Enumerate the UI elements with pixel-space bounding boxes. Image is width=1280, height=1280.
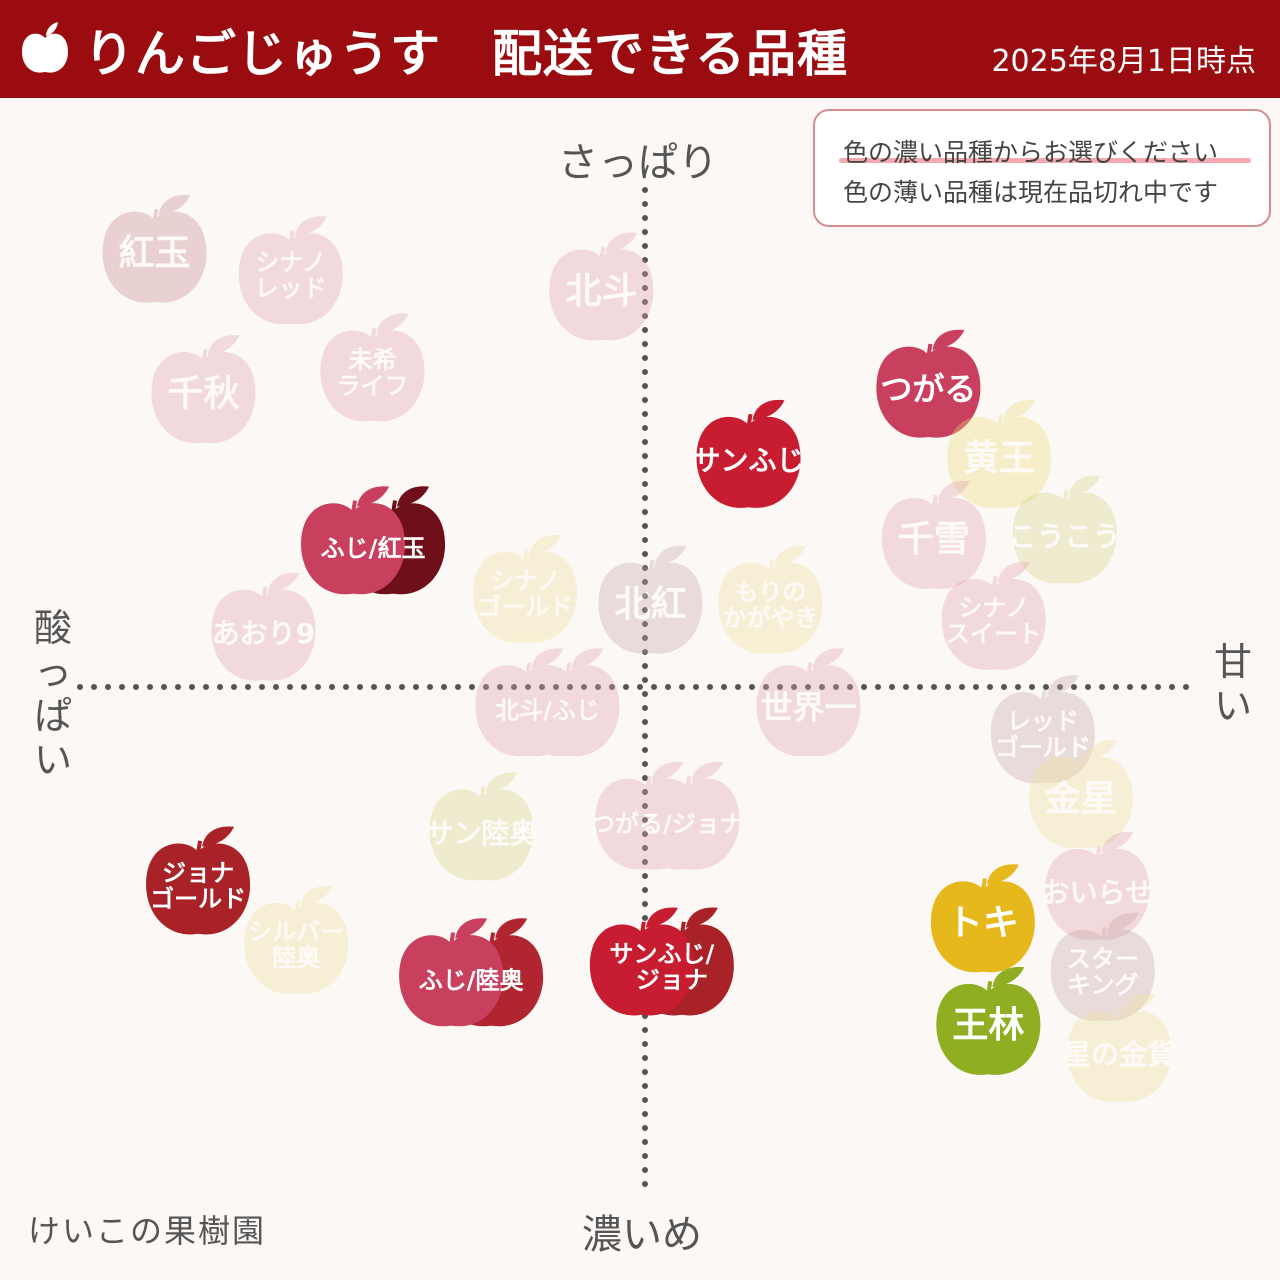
apple-label: 王林 xyxy=(952,1005,1024,1046)
apple-label: シナノゴールド xyxy=(477,567,573,621)
apple-point-サンふじ-ジョナ: サンふじ/ジョナ xyxy=(589,907,734,1016)
apple-point-ふじ-陸奥: ふじ/陸奥 xyxy=(399,918,544,1027)
apple-point-もりのかがやき: もりのかがやき xyxy=(718,545,823,654)
apple-label: 千秋 xyxy=(168,373,240,414)
apple-point-つがる-ジョナ: つがる/ジョナ xyxy=(591,761,744,870)
apple-point-レッドゴールド: レッドゴールド xyxy=(990,675,1095,784)
apple-point-スターキング: スターキング xyxy=(1050,912,1155,1021)
apple-label: サンふじ/ジョナ xyxy=(610,940,715,994)
apple-label: サン陸奥 xyxy=(425,817,537,850)
legend-unavailable-note: 色の薄い品種は現在品切れ中です xyxy=(843,178,1219,207)
credit-label: けいこの果樹園 xyxy=(28,1212,267,1250)
apple-label: 紅玉 xyxy=(118,233,190,274)
apple-point-北斗-ふじ: 北斗/ふじ xyxy=(475,648,620,757)
apple-label: 黄王 xyxy=(963,438,1035,479)
axis-label-left: 酸っぱい xyxy=(33,606,72,782)
apple-point-シナノレッド: シナノレッド xyxy=(238,216,343,325)
apple-label: 北斗/ふじ xyxy=(495,697,600,725)
apple-label: 北斗 xyxy=(565,271,637,312)
header-bar: りんごじゅうす 配送できる品種 2025年8月1日時点 xyxy=(0,0,1280,98)
apple-label: サンふじ xyxy=(693,444,805,477)
apple-label: 世界一 xyxy=(760,689,856,727)
apple-point-千雪: 千雪 xyxy=(881,480,986,589)
apple-point-シルバー陸奥: シルバー陸奥 xyxy=(244,885,349,994)
apple-label: ふじ/紅玉 xyxy=(321,535,426,563)
apple-point-サンふじ: サンふじ xyxy=(693,399,805,508)
apple-label: トキ xyxy=(947,903,1019,944)
legend-highlight xyxy=(839,158,1251,163)
apple-point-王林: 王林 xyxy=(936,966,1041,1075)
apple-point-トキ: トキ xyxy=(930,864,1035,973)
apple-label: ふじ/陸奥 xyxy=(419,967,525,995)
axis-label-top: さっぱり xyxy=(558,140,718,186)
apple-label: 北紅 xyxy=(614,584,686,625)
apple-label: もりのかがやき xyxy=(722,578,818,632)
apple-label: あおり9 xyxy=(212,617,315,650)
apple-label: 金星 xyxy=(1044,777,1117,819)
apple-point-千秋: 千秋 xyxy=(151,335,256,444)
apple-point-シナノゴールド: シナノゴールド xyxy=(473,534,578,643)
apple-label: スターキング xyxy=(1067,945,1139,999)
apple-label: 千雪 xyxy=(898,519,970,560)
apple-point-世界一: 世界一 xyxy=(756,648,861,757)
apple-label: こうこう xyxy=(1009,520,1121,553)
apple-point-北斗: 北斗 xyxy=(549,232,654,341)
page-title: りんごじゅうす 配送できる品種 xyxy=(84,25,848,83)
date-label: 2025年8月1日時点 xyxy=(991,44,1256,79)
apple-point-未希ライフ: 未希ライフ xyxy=(320,313,425,422)
apple-label: レッドゴールド xyxy=(995,708,1091,762)
axis-label-right: 甘い xyxy=(1213,640,1252,728)
axis-label-bottom: 濃いめ xyxy=(582,1212,702,1258)
apple-label: つがる xyxy=(880,370,976,408)
apple-label: シナノレッド xyxy=(255,249,327,303)
apple-point-ふじ-紅玉: ふじ/紅玉 xyxy=(301,486,446,595)
apple-point-紅玉: 紅玉 xyxy=(102,194,207,303)
apple-point-北紅: 北紅 xyxy=(598,545,703,654)
apple-point-サン陸奥: サン陸奥 xyxy=(425,772,538,881)
apple-point-黄王: 黄王 xyxy=(947,399,1052,508)
legend-available-note: 色の濃い品種からお選びください xyxy=(843,138,1219,167)
apple-point-金星: 金星 xyxy=(1029,740,1133,849)
apple-label: シナノスイート xyxy=(946,594,1042,648)
apple-point-シナノスイート: シナノスイート xyxy=(941,561,1046,670)
apple-point-つがる: つがる xyxy=(876,329,981,438)
apple-label: おいらせ xyxy=(1042,876,1153,909)
apple-label: ジョナゴールド xyxy=(150,859,246,913)
apple-point-こうこう: こうこう xyxy=(1009,475,1121,584)
apple-label: 星の金貨 xyxy=(1063,1038,1175,1071)
apple-label: つがる/ジョナ xyxy=(591,810,744,838)
apple-point-星の金貨: 星の金貨 xyxy=(1063,993,1175,1102)
apple-point-あおり9: あおり9 xyxy=(211,572,316,681)
apple-point-ジョナゴールド: ジョナゴールド xyxy=(146,826,251,935)
legend-box: 色の濃い品種からお選びください 色の薄い品種は現在品切れ中です xyxy=(813,109,1271,227)
apple-icon xyxy=(22,22,68,73)
apple-point-おいらせ: おいらせ xyxy=(1042,831,1153,940)
apple-label: シルバー陸奥 xyxy=(248,918,344,972)
apple-label: 未希ライフ xyxy=(337,346,409,400)
